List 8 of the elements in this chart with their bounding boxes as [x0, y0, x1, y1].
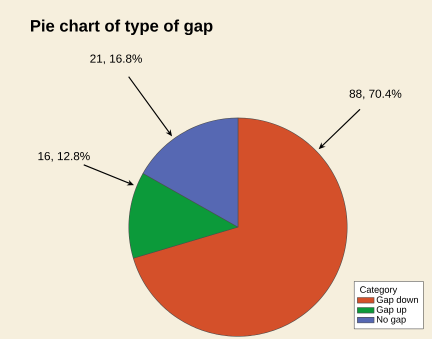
- chart-title: Pie chart of type of gap: [30, 19, 212, 35]
- legend-label: No gap: [377, 316, 406, 324]
- legend-label: Gap up: [376, 306, 406, 315]
- legend-title: Category: [360, 286, 398, 295]
- data-label: 16, 12.8%: [38, 152, 90, 162]
- legend-label: Gap down: [376, 296, 418, 305]
- data-label: 88, 70.4%: [350, 89, 402, 100]
- data-label: 21, 16.8%: [90, 54, 142, 64]
